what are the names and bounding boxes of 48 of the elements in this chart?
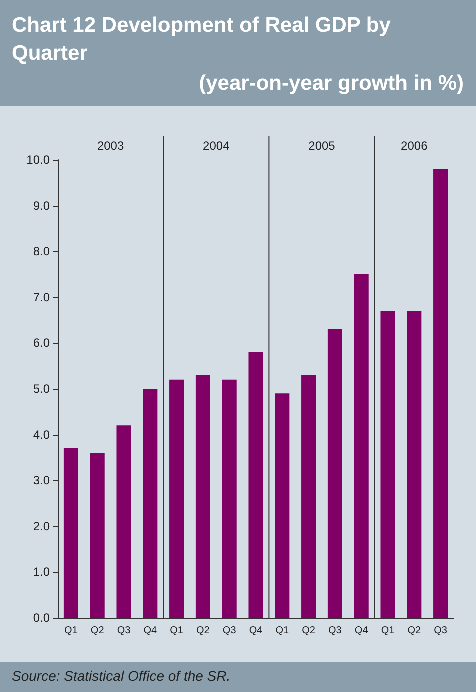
x-tick-label: Q4 (144, 626, 158, 636)
y-tick-label: 9.0 (33, 198, 50, 213)
bar (170, 380, 184, 618)
bar (380, 311, 396, 618)
bar (354, 274, 369, 618)
x-tick-label: Q3 (434, 626, 448, 636)
x-tick-label: Q2 (302, 626, 316, 636)
text: 2003 (97, 139, 124, 153)
x-tick-label: Q4 (249, 626, 264, 636)
x-tick-label: Q2 (90, 626, 105, 636)
x-tick-label: Q2 (408, 626, 422, 636)
bar (328, 329, 342, 618)
bar (248, 352, 264, 618)
y-tick-label: 5.0 (33, 382, 50, 396)
bar (222, 380, 237, 618)
x-tick-label: Q1 (276, 626, 290, 636)
bar (275, 394, 290, 618)
chart-title: Chart 12 Development of Real GDP by Quarter (12, 13, 392, 67)
text: 2006 (401, 139, 428, 153)
y-tick-label: 10.0 (26, 153, 50, 167)
text: 2005 (308, 139, 336, 153)
y-tick-label: 7.0 (33, 290, 50, 304)
y-tick-label: 4.0 (33, 428, 50, 442)
y-tick-label: 0.0 (33, 611, 50, 625)
bar (196, 375, 210, 618)
x-tick-label: Q2 (196, 626, 210, 636)
x-tick-label: Q1 (170, 626, 184, 636)
x-tick-label: Q3 (222, 626, 237, 636)
y-tick-label: 1.0 (33, 565, 50, 580)
bar (116, 426, 132, 618)
x-tick-label: Q3 (328, 626, 342, 636)
text: 2004 (203, 139, 230, 153)
source-note: Source: Statistical Office of the SR. (0, 662, 476, 692)
bar (64, 448, 78, 618)
x-tick-label: Q1 (64, 626, 78, 636)
bar (302, 375, 316, 618)
bar (434, 169, 448, 618)
y-tick-label: 2.0 (33, 519, 50, 534)
bar (90, 453, 105, 618)
y-tick-label: 8.0 (33, 244, 50, 259)
bar (143, 389, 158, 618)
chart-subtitle: (year-on-year growth in %) (198, 72, 464, 96)
y-tick-label: 6.0 (33, 336, 50, 350)
x-tick-label: Q4 (354, 626, 369, 636)
y-tick-label: 3.0 (33, 474, 50, 488)
bar (407, 311, 422, 618)
x-tick-label: Q1 (381, 626, 396, 636)
x-tick-label: Q3 (117, 626, 132, 636)
